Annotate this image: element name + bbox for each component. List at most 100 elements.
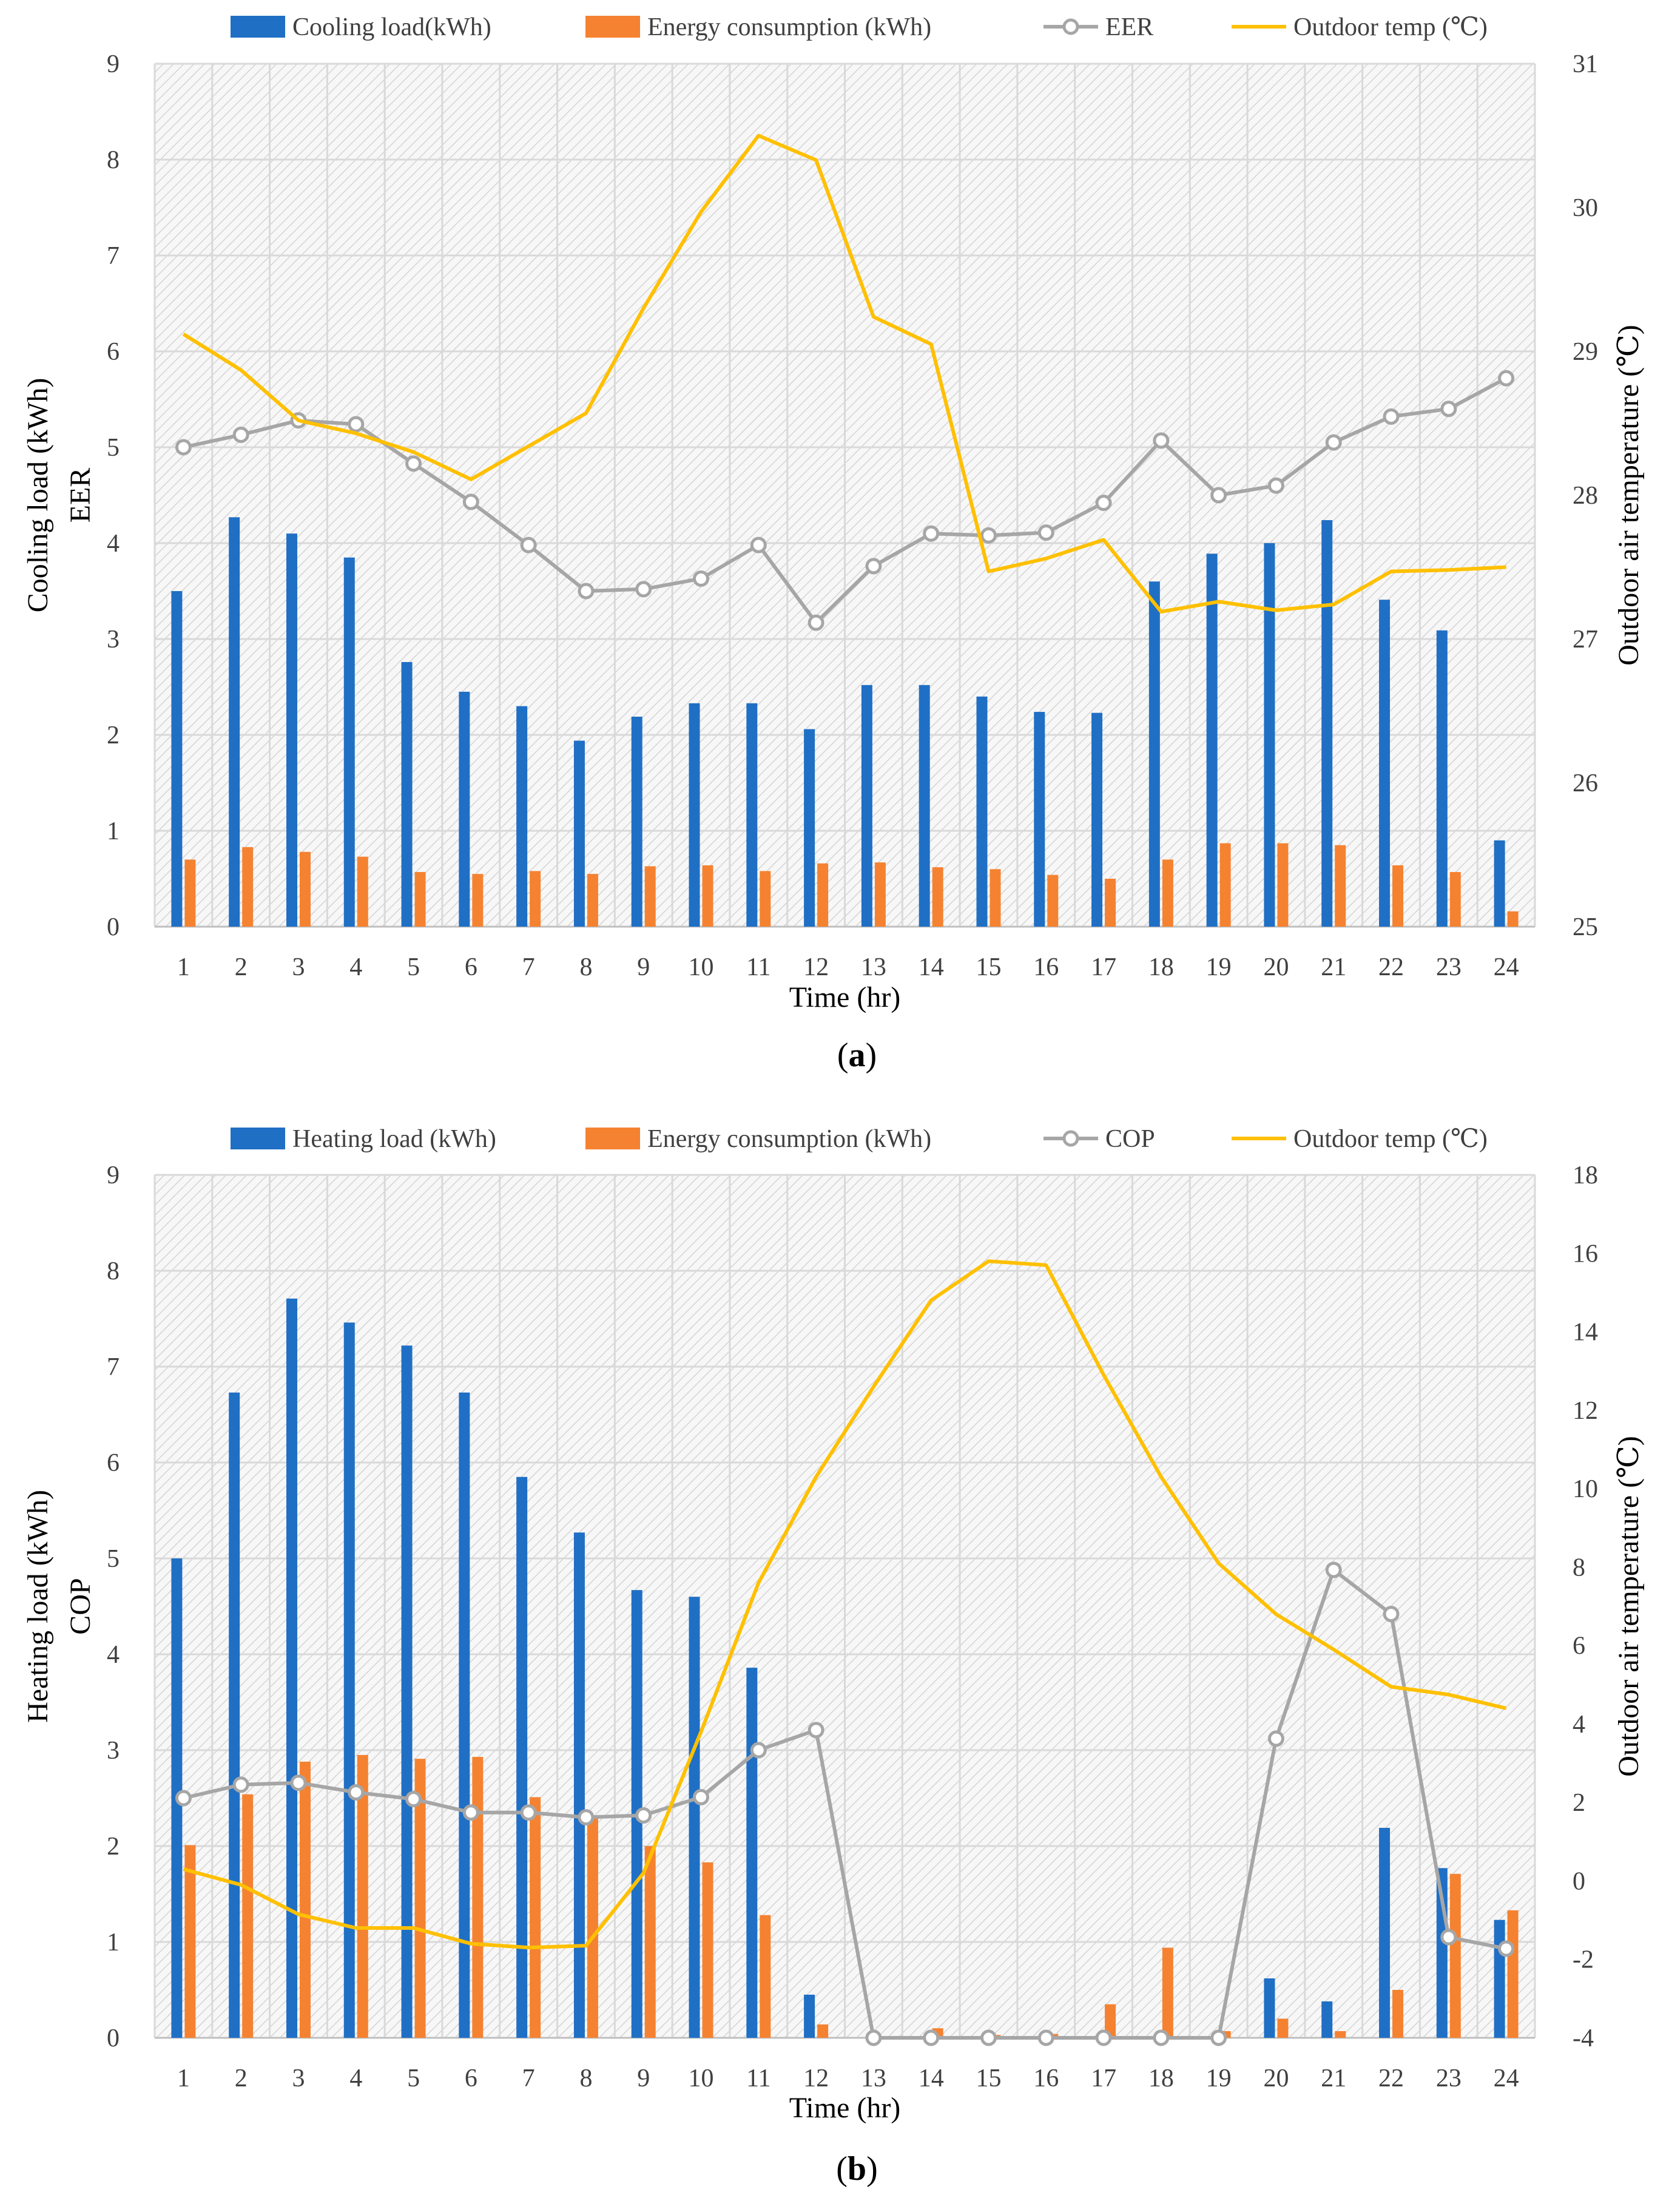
y2-axis-label: Outdoor air temperature (℃) [1613,1436,1645,1776]
bar-energy [644,1846,656,2038]
x-tick-label: 18 [1148,953,1174,981]
bar-load [976,696,988,927]
bar-energy [760,871,771,927]
bar-load [689,1597,700,2038]
ratio-marker [865,2029,882,2046]
ratio-marker [1095,2029,1112,2046]
y-tick-label: 6 [107,338,120,366]
x-tick-label: 13 [861,2065,886,2092]
legend: Cooling load(kWh) Energy consumption (kWh… [231,13,1488,41]
bar-energy [1392,1990,1404,2038]
y2-tick-label: 8 [1573,1554,1585,1581]
ratio-marker [1267,477,1284,494]
x-tick-label: 10 [689,953,714,981]
ratio-marker [1498,1940,1515,1957]
bar-load [516,1476,528,2038]
legend: Heating load (kWh) Energy consumption (kW… [231,1125,1488,1153]
y-tick-label: 0 [107,2024,120,2052]
ratio-marker [750,536,767,553]
y-tick-label: 4 [107,1641,120,1669]
x-tick-label: 12 [803,953,829,981]
x-tick-label: 3 [292,953,305,981]
x-tick-label: 22 [1378,2065,1404,2092]
y2-tick-label: 29 [1573,338,1598,366]
bar-energy [644,866,656,927]
bar-energy [760,1915,771,2038]
y2-tick-label: 0 [1573,1867,1585,1895]
bar-load [286,1298,297,2038]
ratio-marker [405,1791,422,1808]
y2-tick-label: -2 [1573,1946,1594,1974]
ratio-marker [175,1790,192,1807]
bar-load [1264,543,1275,927]
ratio-marker [693,570,710,587]
x-tick-label: 11 [746,953,770,981]
bar-energy [1449,871,1461,927]
legend-label: Outdoor temp (℃) [1293,13,1488,41]
bar-energy [299,851,311,927]
legend-label: EER [1105,13,1153,41]
bar-energy [472,1757,484,2038]
bar-load [804,1994,815,2038]
bar-load [631,716,642,927]
ratio-marker [232,1776,249,1793]
bar-load [171,591,183,927]
bar-energy [1219,843,1231,927]
bar-energy [184,859,196,927]
ratio-marker [923,525,940,542]
y2-tick-label: 16 [1573,1240,1598,1268]
ratio-marker [1095,495,1112,512]
bar-load [229,1392,240,2038]
bar-load [1091,712,1103,927]
y-axis-label: COP [64,1578,96,1634]
x-tick-label: 1 [177,2065,190,2092]
ratio-marker [635,581,652,598]
bar-load [286,533,297,927]
bar-energy [299,1761,311,2038]
y-tick-label: 7 [107,242,120,270]
bar-energy [1162,859,1173,927]
ratio-marker [290,1774,307,1791]
y-tick-label: 3 [107,1737,120,1765]
y-tick-label: 5 [107,1545,120,1573]
ratio-marker [1037,524,1054,541]
y-tick-label: 8 [107,1257,120,1285]
bar-load [1494,840,1505,927]
bar-load [1148,581,1160,927]
x-tick-label: 22 [1378,953,1404,981]
ratio-marker [348,1784,365,1801]
legend-swatch-marker [1062,18,1079,35]
bar-energy [1105,879,1116,927]
x-tick-label: 16 [1033,2065,1059,2092]
line-outdoor-temp [183,1259,1507,1950]
y2-tick-label: 27 [1573,626,1598,654]
bar-energy [414,871,426,927]
ratio-marker [348,416,365,433]
ratio-marker [1267,1730,1284,1747]
bar-energy [817,2024,829,2038]
line-ratio [183,376,1508,625]
bar-load [343,557,355,927]
bar-load [1379,600,1391,927]
x-tick-label: 14 [919,2065,944,2092]
y-tick-label: 2 [107,722,120,749]
y-tick-label: 9 [107,50,120,78]
bar-load [1321,2001,1333,2038]
x-tick-label: 15 [976,953,1001,981]
x-tick-label: 6 [465,2065,477,2092]
ratio-marker [1153,2029,1170,2046]
x-tick-label: 19 [1206,2065,1232,2092]
x-tick-label: 2 [235,2065,248,2092]
y2-tick-label: 4 [1573,1711,1585,1739]
x-tick-label: 8 [579,2065,592,2092]
bar-load [1494,1919,1505,2038]
bar-load [1321,520,1333,927]
x-tick-label: 16 [1033,953,1059,981]
bar-load [804,729,815,927]
x-tick-label: 1 [177,953,190,981]
bar-energy [702,1862,713,2038]
x-tick-label: 6 [465,953,477,981]
x-axis-label: Time (hr) [789,2092,901,2124]
